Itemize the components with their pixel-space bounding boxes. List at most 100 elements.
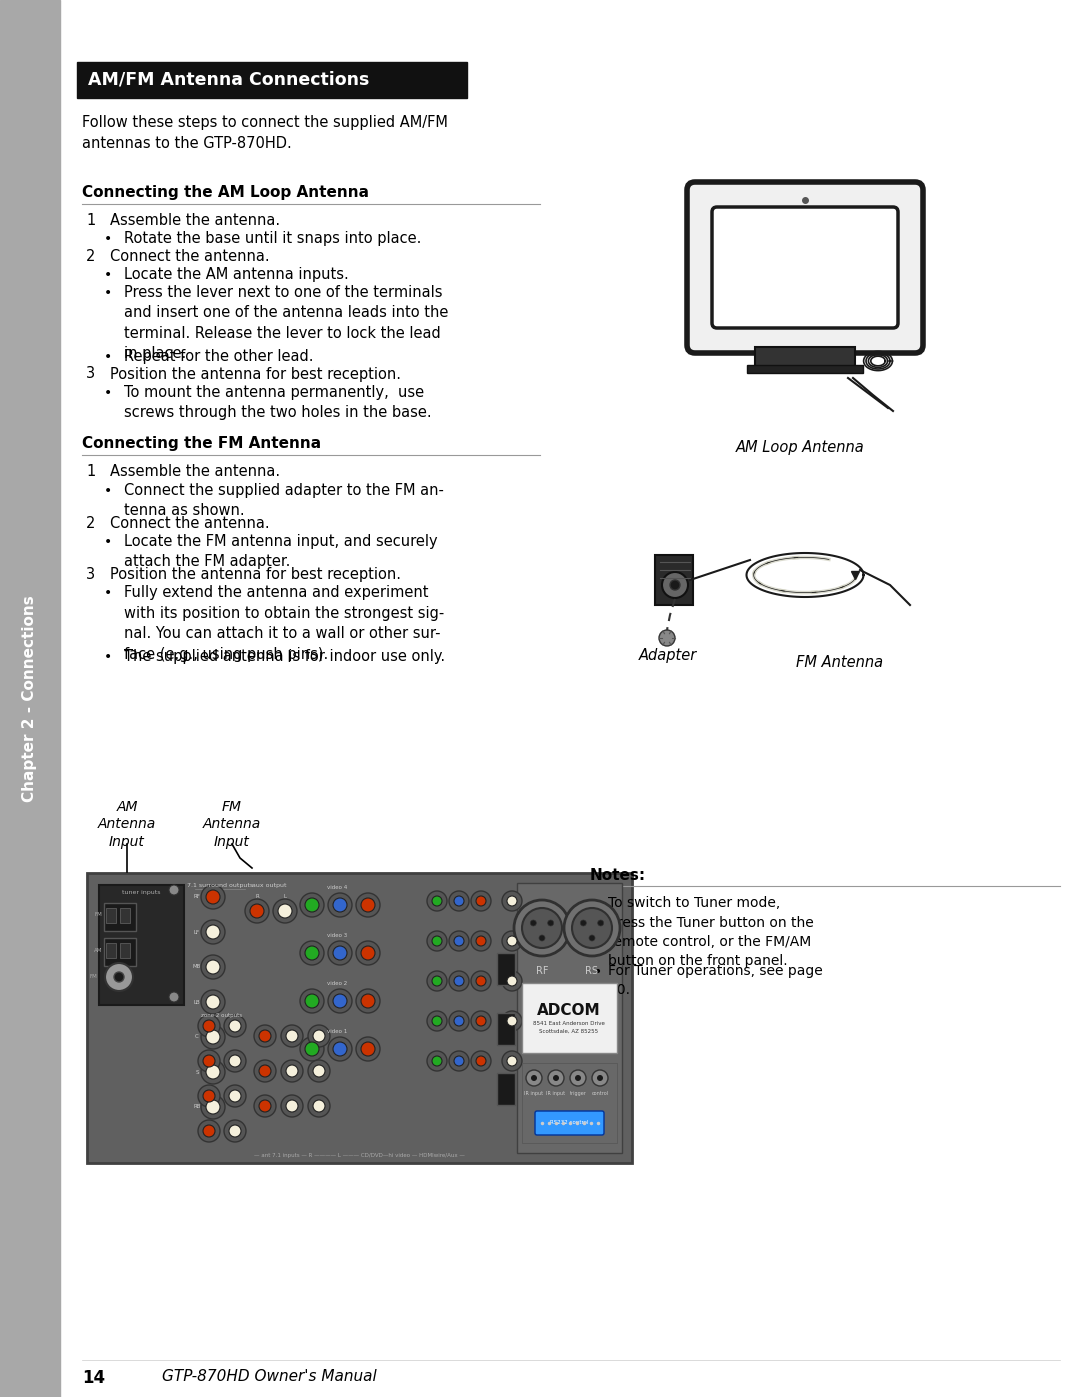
- Circle shape: [449, 930, 469, 951]
- Circle shape: [206, 1065, 220, 1078]
- Bar: [87, 873, 632, 1162]
- Circle shape: [476, 977, 486, 986]
- Bar: [0, 0, 60, 1397]
- Circle shape: [245, 900, 269, 923]
- Circle shape: [662, 571, 688, 598]
- Bar: [654, 555, 693, 605]
- Circle shape: [553, 1076, 559, 1081]
- Circle shape: [328, 989, 352, 1013]
- Circle shape: [206, 960, 220, 974]
- Bar: [104, 937, 136, 965]
- Text: video 1: video 1: [327, 1030, 347, 1034]
- Circle shape: [229, 1020, 241, 1032]
- Bar: [497, 953, 515, 985]
- Circle shape: [507, 895, 517, 907]
- Text: IR input: IR input: [525, 1091, 543, 1097]
- Circle shape: [281, 1060, 303, 1083]
- Text: RF: RF: [193, 894, 201, 900]
- Circle shape: [548, 1070, 564, 1085]
- Circle shape: [507, 1016, 517, 1025]
- Circle shape: [201, 1060, 225, 1084]
- Circle shape: [278, 904, 292, 918]
- Text: zone 2 outputs: zone 2 outputs: [202, 1013, 243, 1018]
- Circle shape: [286, 1065, 298, 1077]
- FancyBboxPatch shape: [712, 207, 897, 328]
- Circle shape: [427, 930, 447, 951]
- Circle shape: [259, 1030, 271, 1042]
- Text: Connecting the FM Antenna: Connecting the FM Antenna: [82, 436, 321, 451]
- Circle shape: [427, 1011, 447, 1031]
- Circle shape: [471, 891, 491, 911]
- Text: Repeat for the other lead.: Repeat for the other lead.: [124, 349, 313, 365]
- Circle shape: [471, 930, 491, 951]
- Text: •: •: [104, 232, 112, 246]
- Circle shape: [502, 1011, 522, 1031]
- Text: C: C: [195, 1035, 199, 1039]
- Circle shape: [356, 893, 380, 916]
- Circle shape: [659, 630, 675, 645]
- Circle shape: [300, 1037, 324, 1060]
- Circle shape: [471, 1011, 491, 1031]
- Circle shape: [356, 989, 380, 1013]
- Circle shape: [432, 936, 442, 946]
- Circle shape: [502, 971, 522, 990]
- Circle shape: [427, 971, 447, 990]
- Circle shape: [356, 1037, 380, 1060]
- Circle shape: [206, 995, 220, 1009]
- Text: R: R: [255, 894, 259, 900]
- Text: FM: FM: [90, 975, 97, 979]
- Circle shape: [198, 1016, 220, 1037]
- Bar: [106, 908, 116, 923]
- Text: •: •: [594, 965, 603, 979]
- Text: 2: 2: [86, 249, 95, 264]
- Text: 8541 East Anderson Drive: 8541 East Anderson Drive: [534, 1021, 605, 1025]
- Circle shape: [502, 891, 522, 911]
- Circle shape: [198, 1051, 220, 1071]
- Circle shape: [454, 936, 464, 946]
- Circle shape: [201, 886, 225, 909]
- Circle shape: [427, 891, 447, 911]
- Text: Connect the antenna.: Connect the antenna.: [110, 515, 270, 531]
- Text: Position the antenna for best reception.: Position the antenna for best reception.: [110, 366, 401, 381]
- Circle shape: [432, 895, 442, 907]
- Circle shape: [300, 893, 324, 916]
- Circle shape: [328, 942, 352, 965]
- Bar: [106, 943, 116, 958]
- Text: 3: 3: [86, 567, 95, 583]
- Circle shape: [580, 921, 586, 926]
- Circle shape: [300, 989, 324, 1013]
- Circle shape: [670, 580, 680, 590]
- Circle shape: [206, 890, 220, 904]
- Circle shape: [201, 921, 225, 944]
- Circle shape: [476, 1016, 486, 1025]
- Circle shape: [105, 963, 133, 990]
- Circle shape: [206, 1099, 220, 1113]
- Circle shape: [203, 1125, 215, 1137]
- Circle shape: [286, 1030, 298, 1042]
- Circle shape: [254, 1095, 276, 1118]
- FancyBboxPatch shape: [687, 182, 923, 353]
- Circle shape: [471, 971, 491, 990]
- Circle shape: [308, 1025, 330, 1046]
- Circle shape: [254, 1025, 276, 1046]
- Circle shape: [548, 921, 554, 926]
- Circle shape: [273, 900, 297, 923]
- Text: •: •: [594, 897, 603, 911]
- Circle shape: [281, 1025, 303, 1046]
- Bar: [747, 365, 863, 373]
- Circle shape: [305, 898, 319, 912]
- Circle shape: [432, 977, 442, 986]
- Text: Follow these steps to connect the supplied AM/FM
antennas to the GTP-870HD.: Follow these steps to connect the suppli…: [82, 115, 448, 151]
- Bar: [120, 943, 130, 958]
- Text: •: •: [104, 651, 112, 665]
- Text: — ant 7.1 inputs — R ———— L ——— CD/DVD—hi video — HDMIwire/Aux —: — ant 7.1 inputs — R ———— L ——— CD/DVD—h…: [254, 1153, 464, 1158]
- Text: FM Antenna: FM Antenna: [796, 655, 883, 671]
- Text: Notes:: Notes:: [590, 868, 646, 883]
- Circle shape: [300, 942, 324, 965]
- Circle shape: [203, 1020, 215, 1032]
- Text: video 2: video 2: [327, 981, 347, 986]
- Text: Assemble the antenna.: Assemble the antenna.: [110, 464, 280, 479]
- Circle shape: [361, 898, 375, 912]
- Circle shape: [507, 936, 517, 946]
- Bar: [104, 902, 136, 930]
